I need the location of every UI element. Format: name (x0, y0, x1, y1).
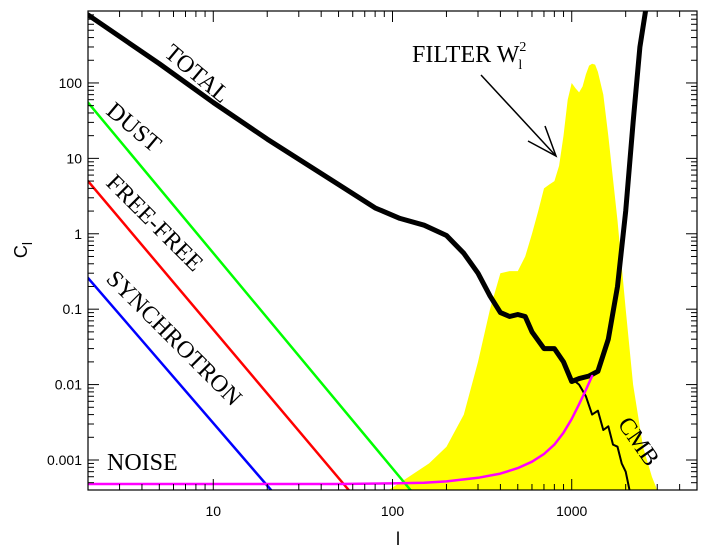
series-line-synchrotron (88, 276, 273, 490)
plot-area (88, 11, 658, 490)
y-axis-title-main: C (11, 245, 31, 258)
annotation-noise: NOISE (107, 450, 178, 476)
axis-ticks (87, 10, 698, 491)
series-line-noise (88, 374, 594, 486)
annotation-dust: DUST (101, 98, 166, 158)
annotation-synchrotron: SYNCHROTRON (101, 266, 247, 412)
annotation-filter: FILTER W2 l (412, 40, 526, 73)
y-tick-label: 0.001 (47, 452, 82, 468)
y-axis-title-subscript: l (19, 242, 35, 245)
series-line-free-free (88, 179, 350, 490)
y-tick-label: 1 (74, 226, 82, 242)
series-line-dust (88, 101, 412, 490)
y-tick-label: 100 (59, 75, 83, 91)
svg-text:Cl: Cl (11, 242, 35, 258)
filter-arrow (480, 74, 558, 158)
y-tick-label: 0.1 (63, 301, 83, 317)
tick-labels: 10 100 1000 0.001 0.01 0.1 1 10 100 (47, 75, 588, 519)
y-tick-label: 10 (66, 150, 82, 166)
x-tick-label: 100 (381, 503, 405, 519)
y-axis-title: Cl (11, 242, 35, 258)
annotation-filter-subscript: l (518, 58, 522, 73)
x-axis-title: l (396, 529, 400, 549)
y-tick-label: 0.01 (55, 377, 82, 393)
series-line-total (88, 11, 649, 384)
x-tick-label: 10 (205, 503, 221, 519)
x-tick-label: 1000 (556, 503, 587, 519)
annotation-filter-superscript: 2 (519, 40, 526, 55)
